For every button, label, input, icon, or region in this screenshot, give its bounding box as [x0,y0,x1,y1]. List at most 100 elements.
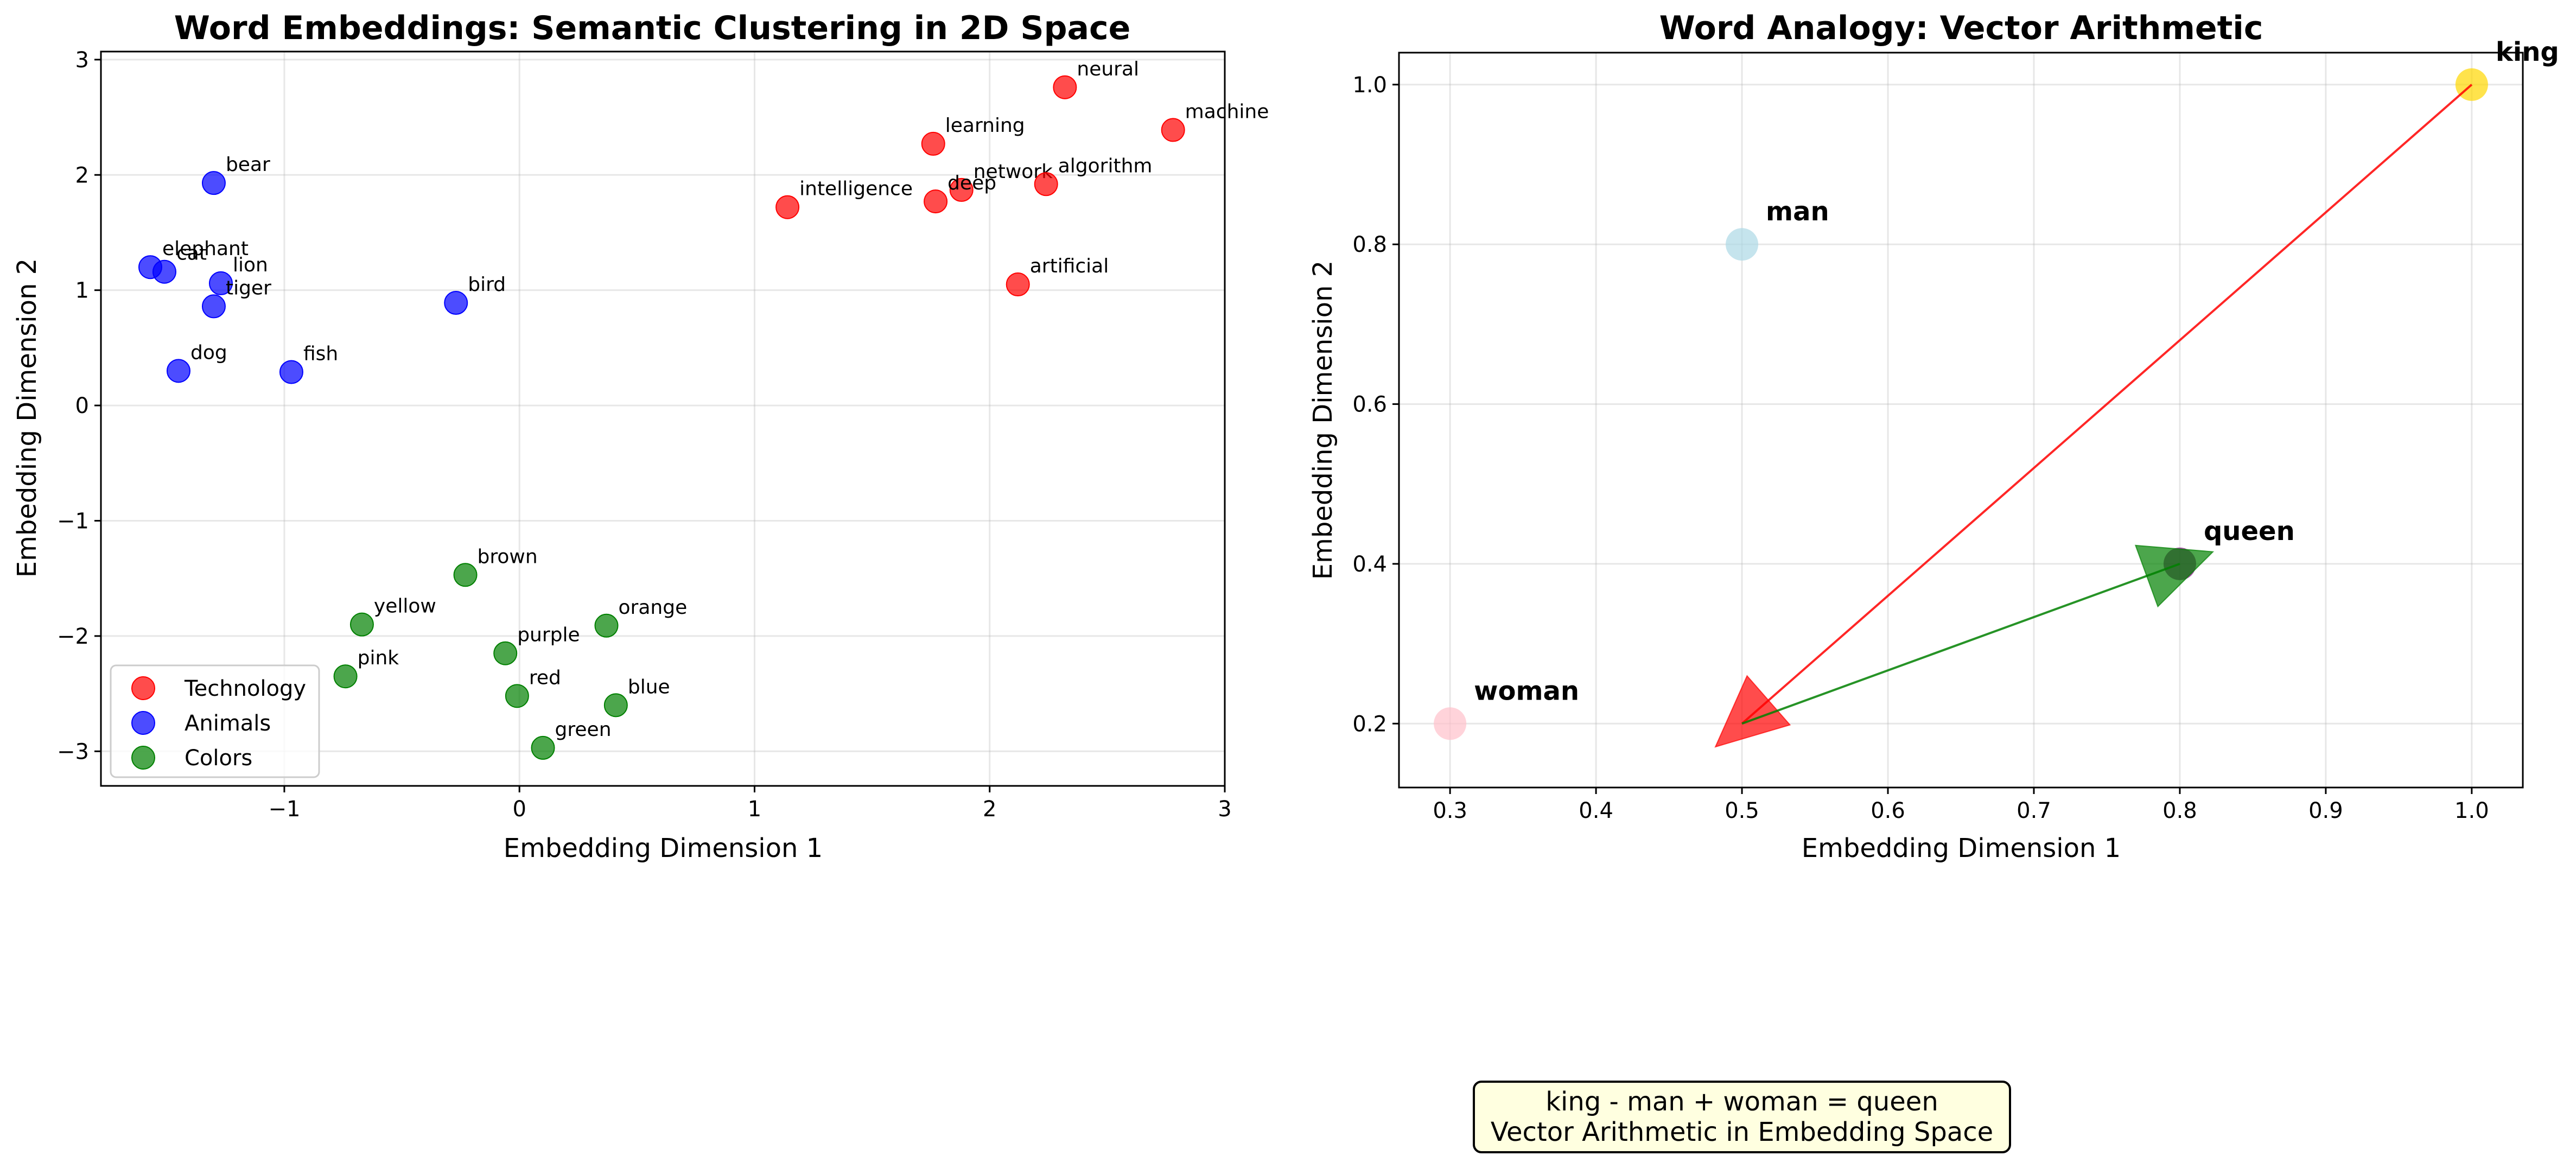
left-y-tick-label: −2 [57,624,89,649]
left-x-tick-label: −1 [268,797,300,822]
left-point-tiger [201,294,226,319]
left-point-purple [493,641,518,665]
left-point-learning [921,131,945,156]
right-point-label-woman: woman [1474,676,1579,706]
left-point-cat [152,259,176,284]
left-point-pink [333,664,358,689]
legend-label-animals: Animals [185,711,271,736]
left-point-label-algorithm: algorithm [1058,155,1153,177]
left-point-green [531,735,555,760]
left-point-label-fish: fish [303,342,338,365]
right-x-tick-label: 1.0 [2454,798,2489,823]
left-point-label-elephant: elephant [162,238,249,260]
right-y-tick-label: 0.2 [1352,712,1387,736]
left-point-red [505,684,529,708]
right-y-tick-label: 0.4 [1352,552,1387,577]
left-point-label-purple: purple [517,624,580,646]
left-point-algorithm [1034,172,1058,196]
left-point-label-brown: brown [478,545,538,568]
legend-label-technology: Technology [184,676,306,701]
left-point-fish [279,360,303,384]
left-x-axis-label: Embedding Dimension 1 [504,833,823,863]
left-point-label-yellow: yellow [374,595,436,618]
right-x-axis-label: Embedding Dimension 1 [1802,833,2121,863]
left-x-tick-label: 2 [983,797,996,822]
left-point-deep [924,189,948,214]
left-point-label-green: green [555,719,612,741]
left-y-tick-label: −3 [57,739,89,764]
left-point-label-intelligence: intelligence [799,178,913,200]
left-point-label-tiger: tiger [226,277,271,299]
left-point-label-orange: orange [619,596,688,619]
left-point-bear [201,171,226,195]
left-point-yellow [349,612,374,637]
right-y-tick-label: 1.0 [1352,73,1387,98]
left-x-tick-label: 3 [1218,797,1231,822]
left-point-label-bird: bird [468,274,506,296]
caption-background [1473,1081,2011,1153]
right-point-woman [1434,707,1467,740]
legend-marker-technology [131,676,155,700]
legend-marker-animals [131,711,155,735]
left-point-label-dog: dog [190,341,227,364]
right-chart-title: Word Analogy: Vector Arithmetic [1659,9,2263,47]
left-point-label-pink: pink [358,647,399,669]
right-x-tick-label: 0.6 [1871,798,1905,823]
right-x-tick-label: 0.9 [2308,798,2343,823]
caption-line-2: Vector Arithmetic in Embedding Space [1491,1117,1993,1147]
left-point-label-neural: neural [1077,58,1139,80]
legend-label-colors: Colors [185,746,252,771]
left-x-tick-label: 1 [748,797,761,822]
right-point-label-queen: queen [2204,516,2295,547]
left-x-tick-label: 0 [512,797,526,822]
left-point-label-red: red [529,666,561,689]
left-point-label-blue: blue [628,676,670,698]
left-point-orange [594,613,619,638]
left-point-label-cat: cat [176,243,207,265]
left-point-network [949,177,974,202]
right-point-man [1726,228,1759,261]
left-point-bird [444,291,468,315]
left-legend: Technology Animals Colors [110,664,320,778]
right-tick-labels: 0.3 0.4 0.5 0.6 0.7 0.8 0.9 1.0 0.2 0.4 0.6 0.8 1.0 [1352,73,2489,823]
left-point-label-bear: bear [226,154,270,176]
right-x-tick-label: 0.4 [1579,798,1613,823]
left-y-tick-label: −1 [57,509,89,534]
left-point-brown [453,563,478,587]
left-point-artificial [1006,272,1030,297]
right-plot-frame [1398,52,2524,789]
right-point-label-man: man [1766,196,1829,227]
left-point-label-deep: deep [947,172,996,194]
analogy-arrow-head-0 [1714,675,1791,748]
caption-box: king - man + woman = queen Vector Arithm… [1473,1081,2011,1153]
left-y-tick-label: 2 [75,163,89,188]
caption-line-1: king - man + woman = queen [1545,1087,1938,1117]
left-y-tick-label: 1 [75,278,89,303]
left-point-label-learning: learning [945,115,1025,137]
left-point-dog [166,359,190,383]
left-tick-labels: −1 0 1 2 3 −3 −2 −1 0 1 2 3 [57,48,1232,822]
left-point-blue [603,693,628,717]
left-point-label-lion: lion [233,254,268,276]
legend-marker-colors [131,746,155,770]
right-x-tick-label: 0.7 [2017,798,2051,823]
left-point-intelligence [775,195,800,219]
right-y-axis-label: Embedding Dimension 2 [1308,261,1338,580]
left-chart-title: Word Embeddings: Semantic Clustering in … [174,9,1131,47]
right-gridlines [1399,53,2523,788]
left-chart: Word Embeddings: Semantic Clustering in … [12,9,1269,863]
left-point-neural [1053,75,1077,99]
left-point-label-machine: machine [1185,100,1269,123]
right-y-tick-label: 0.6 [1352,392,1387,417]
right-x-tick-label: 0.8 [2162,798,2197,823]
right-x-tick-label: 0.3 [1433,798,1467,823]
left-y-axis-label: Embedding Dimension 2 [12,258,42,577]
left-point-lion [208,271,233,295]
left-y-tick-label: 3 [75,48,89,73]
right-x-tick-label: 0.5 [1725,798,1759,823]
analogy-arrow-head-1 [2134,544,2215,608]
analogy-arrow-shaft-1 [1741,563,2180,725]
left-point-machine [1161,118,1185,142]
